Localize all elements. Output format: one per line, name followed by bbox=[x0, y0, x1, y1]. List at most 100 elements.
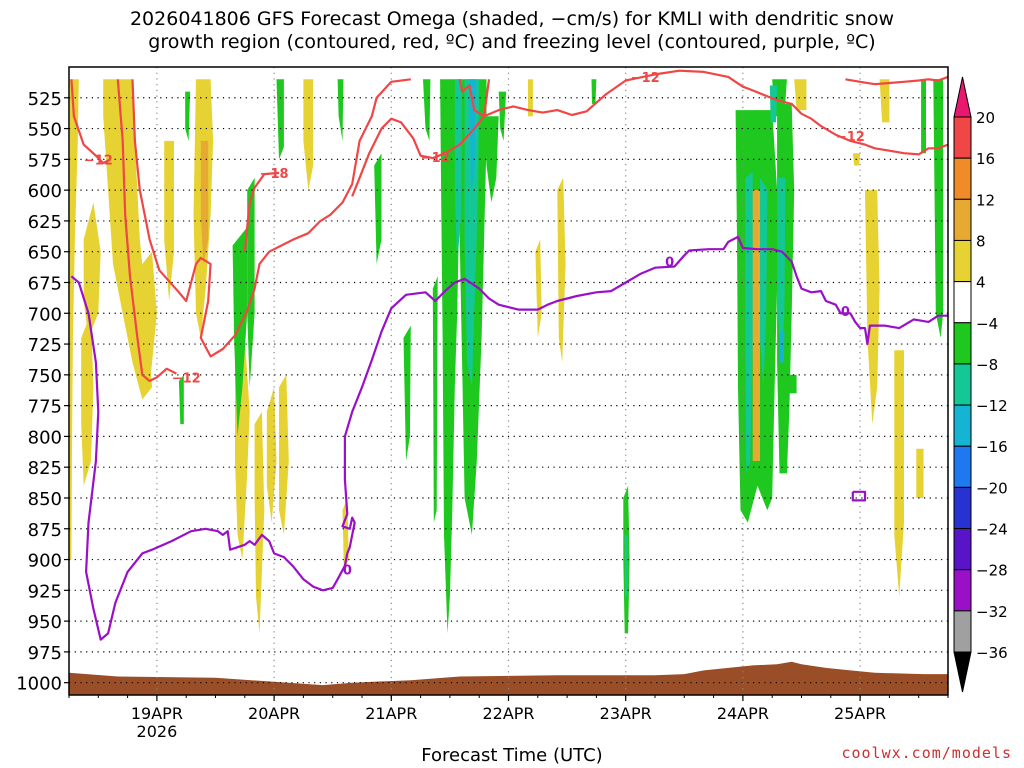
dgz-contour-label-4: −12 bbox=[421, 151, 450, 166]
omega-region-21 bbox=[894, 350, 904, 597]
omega-region-26 bbox=[178, 374, 184, 425]
freezing-contour-label-2: 0 bbox=[841, 305, 850, 320]
colorbar-band-10 bbox=[953, 528, 972, 571]
omega-region-37 bbox=[498, 91, 507, 141]
y-tick-label-950: 950 bbox=[28, 612, 62, 633]
y-tick-label-975: 975 bbox=[28, 643, 62, 664]
omega-region-7 bbox=[200, 140, 209, 264]
y-tick-label-775: 775 bbox=[28, 397, 62, 418]
colorbar-band-4 bbox=[953, 281, 972, 324]
y-tick-label-625: 625 bbox=[28, 212, 62, 233]
colorbar-band-6 bbox=[953, 363, 972, 406]
dgz-contour-line-2 bbox=[131, 78, 411, 358]
colorbar-band-1 bbox=[953, 157, 972, 200]
colorbar-band-9 bbox=[953, 486, 972, 530]
omega-region-17 bbox=[794, 79, 807, 111]
omega-region-55 bbox=[921, 79, 926, 154]
x-tick-label-25apr: 25APR bbox=[834, 704, 886, 723]
y-tick-label-725: 725 bbox=[28, 335, 62, 356]
x-tick-label-24apr: 24APR bbox=[717, 704, 769, 723]
freezing-contour-label-1: 0 bbox=[665, 256, 674, 271]
omega-region-52 bbox=[779, 331, 785, 363]
colorbar-label-13: −36 bbox=[976, 644, 1008, 662]
y-tick-label-700: 700 bbox=[28, 304, 62, 325]
omega-region-34 bbox=[440, 79, 460, 634]
dgz-contour-line-3 bbox=[243, 171, 280, 252]
colorbar-label-3: 8 bbox=[976, 232, 986, 250]
omega-region-54 bbox=[933, 79, 944, 338]
y-tick-label-525: 525 bbox=[28, 89, 62, 110]
y-tick-label-675: 675 bbox=[28, 273, 62, 294]
omega-region-45 bbox=[745, 171, 753, 474]
y-tick-label-825: 825 bbox=[28, 458, 62, 479]
omega-region-19 bbox=[865, 190, 880, 425]
omega-region-5 bbox=[164, 140, 174, 301]
colorbar-label-10: −24 bbox=[976, 521, 1008, 539]
omega-region-2 bbox=[81, 313, 94, 486]
colorbar-band-7 bbox=[953, 404, 972, 447]
y-tick-label-1000: 1000 bbox=[16, 674, 62, 695]
colorbar-label-1: 16 bbox=[976, 150, 995, 168]
omega-region-38 bbox=[591, 79, 597, 104]
freezing-contour-line-3 bbox=[851, 490, 867, 502]
omega-region-48 bbox=[454, 79, 463, 264]
y-tick-label-900: 900 bbox=[28, 551, 62, 572]
x-tick-sublabel-19apr: 2026 bbox=[137, 722, 178, 741]
omega-region-32 bbox=[423, 79, 431, 141]
x-tick-label-22apr: 22APR bbox=[482, 704, 534, 723]
y-tick-label-925: 925 bbox=[28, 581, 62, 602]
colorbar-bottom-triangle bbox=[953, 651, 972, 693]
dgz-contour-line-8 bbox=[845, 75, 948, 86]
omega-region-31 bbox=[403, 325, 411, 461]
omega-region-25 bbox=[247, 177, 255, 388]
y-tick-label-850: 850 bbox=[28, 489, 62, 510]
colorbar-label-12: −32 bbox=[976, 603, 1008, 621]
omega-region-0 bbox=[70, 79, 79, 560]
omega-region-24 bbox=[232, 227, 248, 437]
y-tick-label-800: 800 bbox=[28, 427, 62, 448]
x-axis-label: Forecast Time (UTC) bbox=[421, 745, 603, 766]
y-tick-label-750: 750 bbox=[28, 366, 62, 387]
omega-region-33 bbox=[432, 276, 438, 523]
colorbar-band-2 bbox=[953, 198, 972, 241]
omega-region-12 bbox=[303, 79, 314, 191]
omega-region-47 bbox=[778, 177, 786, 363]
colorbar-label-7: −12 bbox=[976, 397, 1008, 415]
y-tick-label-875: 875 bbox=[28, 520, 62, 541]
colorbar-band-5 bbox=[953, 322, 972, 365]
freezing-contour-label-0: 0 bbox=[343, 563, 352, 578]
dgz-contour-label-7: −12 bbox=[836, 130, 865, 145]
dgz-contour-label-3: −18 bbox=[260, 167, 289, 182]
colorbar-band-3 bbox=[953, 239, 972, 283]
omega-region-1 bbox=[83, 202, 101, 338]
omega-region-4 bbox=[142, 251, 157, 388]
omega-region-16 bbox=[528, 79, 533, 117]
y-tick-label-650: 650 bbox=[28, 243, 62, 264]
credit-text: coolwx.com/models bbox=[841, 744, 1012, 762]
colorbar-band-0 bbox=[953, 116, 972, 159]
chart-title-line-2: growth region (contoured, red, ºC) and f… bbox=[148, 31, 876, 53]
omega-region-9 bbox=[254, 411, 265, 634]
dgz-contour-label-0: −12 bbox=[84, 153, 113, 168]
colorbar-band-11 bbox=[953, 569, 972, 612]
omega-region-15 bbox=[535, 239, 542, 338]
chart-title-line-1: 2026041806 GFS Forecast Omega (shaded, −… bbox=[129, 8, 895, 30]
dgz-contour-label-1: −12 bbox=[172, 371, 201, 386]
omega-region-22 bbox=[916, 448, 924, 498]
omega-region-30 bbox=[374, 153, 382, 264]
omega-region-49 bbox=[464, 79, 480, 388]
colorbar-label-9: −20 bbox=[976, 479, 1008, 497]
dgz-contour-line-4 bbox=[351, 69, 948, 197]
y-tick-label-575: 575 bbox=[28, 150, 62, 171]
colorbar-label-6: −8 bbox=[976, 356, 998, 374]
x-tick-label-23apr: 23APR bbox=[600, 704, 652, 723]
omega-region-28 bbox=[276, 79, 284, 160]
x-tick-label-19apr: 19APR bbox=[131, 704, 183, 723]
omega-region-40 bbox=[624, 534, 628, 597]
omega-region-14 bbox=[557, 177, 566, 363]
dgz-contour-label-6: −12 bbox=[631, 71, 660, 86]
colorbar-label-5: −4 bbox=[976, 315, 998, 333]
omega-region-50 bbox=[769, 85, 778, 123]
colorbar-label-0: 20 bbox=[976, 109, 995, 127]
